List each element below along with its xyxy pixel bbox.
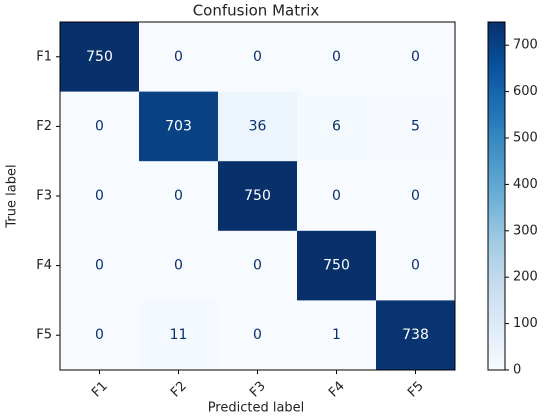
cell	[218, 300, 298, 371]
cell-label: 703	[165, 118, 192, 134]
cell-label: 0	[174, 49, 183, 65]
cell-label: 0	[411, 49, 420, 65]
cell	[376, 300, 456, 371]
cell	[297, 300, 377, 371]
cell	[139, 22, 219, 93]
y-tick-label: F1	[36, 49, 52, 64]
cell-label: 5	[411, 118, 420, 134]
cell-label: 0	[332, 49, 341, 65]
cell-label: 1	[332, 327, 341, 343]
colorbar-tick-label: 300	[513, 223, 538, 238]
cell	[376, 91, 456, 162]
cell	[376, 22, 456, 93]
cell	[60, 22, 140, 93]
cell	[60, 161, 140, 232]
x-axis-label: Predicted label	[208, 401, 305, 416]
cell	[139, 161, 219, 232]
cell-label: 0	[174, 188, 183, 204]
cell-label: 0	[253, 327, 262, 343]
cell-label: 6	[332, 118, 341, 134]
cell-label: 0	[332, 188, 341, 204]
cell-label: 0	[95, 188, 104, 204]
cell	[60, 300, 140, 371]
cell-label: 0	[95, 327, 104, 343]
cell-label: 0	[253, 258, 262, 274]
x-tick-label: F4	[326, 379, 348, 401]
cell	[218, 230, 298, 301]
cell-label: 0	[174, 258, 183, 274]
y-tick-label: F2	[36, 119, 52, 134]
cell	[297, 161, 377, 232]
colorbar-tick-label: 200	[513, 270, 538, 285]
y-axis-label: True label	[5, 164, 20, 228]
cell	[139, 300, 219, 371]
cell	[297, 91, 377, 162]
colorbar-tick-label: 600	[513, 84, 538, 99]
colorbar-tick-label: 700	[513, 38, 538, 53]
cell-label: 738	[402, 327, 429, 343]
cell	[218, 161, 298, 232]
y-tick-label: F3	[36, 189, 52, 204]
cell-label: 0	[411, 258, 420, 274]
cell	[297, 230, 377, 301]
cell	[139, 230, 219, 301]
x-tick-label: F3	[247, 379, 269, 401]
colorbar-tick-label: 0	[513, 363, 521, 378]
x-tick-label: F1	[89, 379, 111, 401]
chart-title: Confusion Matrix	[193, 2, 320, 20]
colorbar-tick-label: 500	[513, 131, 538, 146]
cell-label: 0	[95, 118, 104, 134]
cell-label: 0	[253, 49, 262, 65]
cell-label: 0	[95, 258, 104, 274]
cell	[218, 91, 298, 162]
x-tick-label: F5	[405, 379, 427, 401]
cell-label: 750	[86, 49, 113, 65]
cell	[60, 230, 140, 301]
cell	[297, 22, 377, 93]
colorbar-tick-label: 100	[513, 316, 538, 331]
cell-label: 750	[323, 258, 350, 274]
cell	[218, 22, 298, 93]
colorbar-tick-label: 400	[513, 177, 538, 192]
cell-label: 11	[170, 327, 188, 343]
cell	[60, 91, 140, 162]
cell-label: 36	[249, 118, 267, 134]
cell	[376, 161, 456, 232]
colorbar	[487, 21, 506, 371]
cell	[376, 230, 456, 301]
y-tick-label: F5	[36, 328, 52, 343]
x-tick-label: F2	[168, 379, 190, 401]
cell	[139, 91, 219, 162]
cell-label: 0	[411, 188, 420, 204]
cell-label: 750	[244, 188, 271, 204]
y-tick-label: F4	[36, 258, 52, 273]
